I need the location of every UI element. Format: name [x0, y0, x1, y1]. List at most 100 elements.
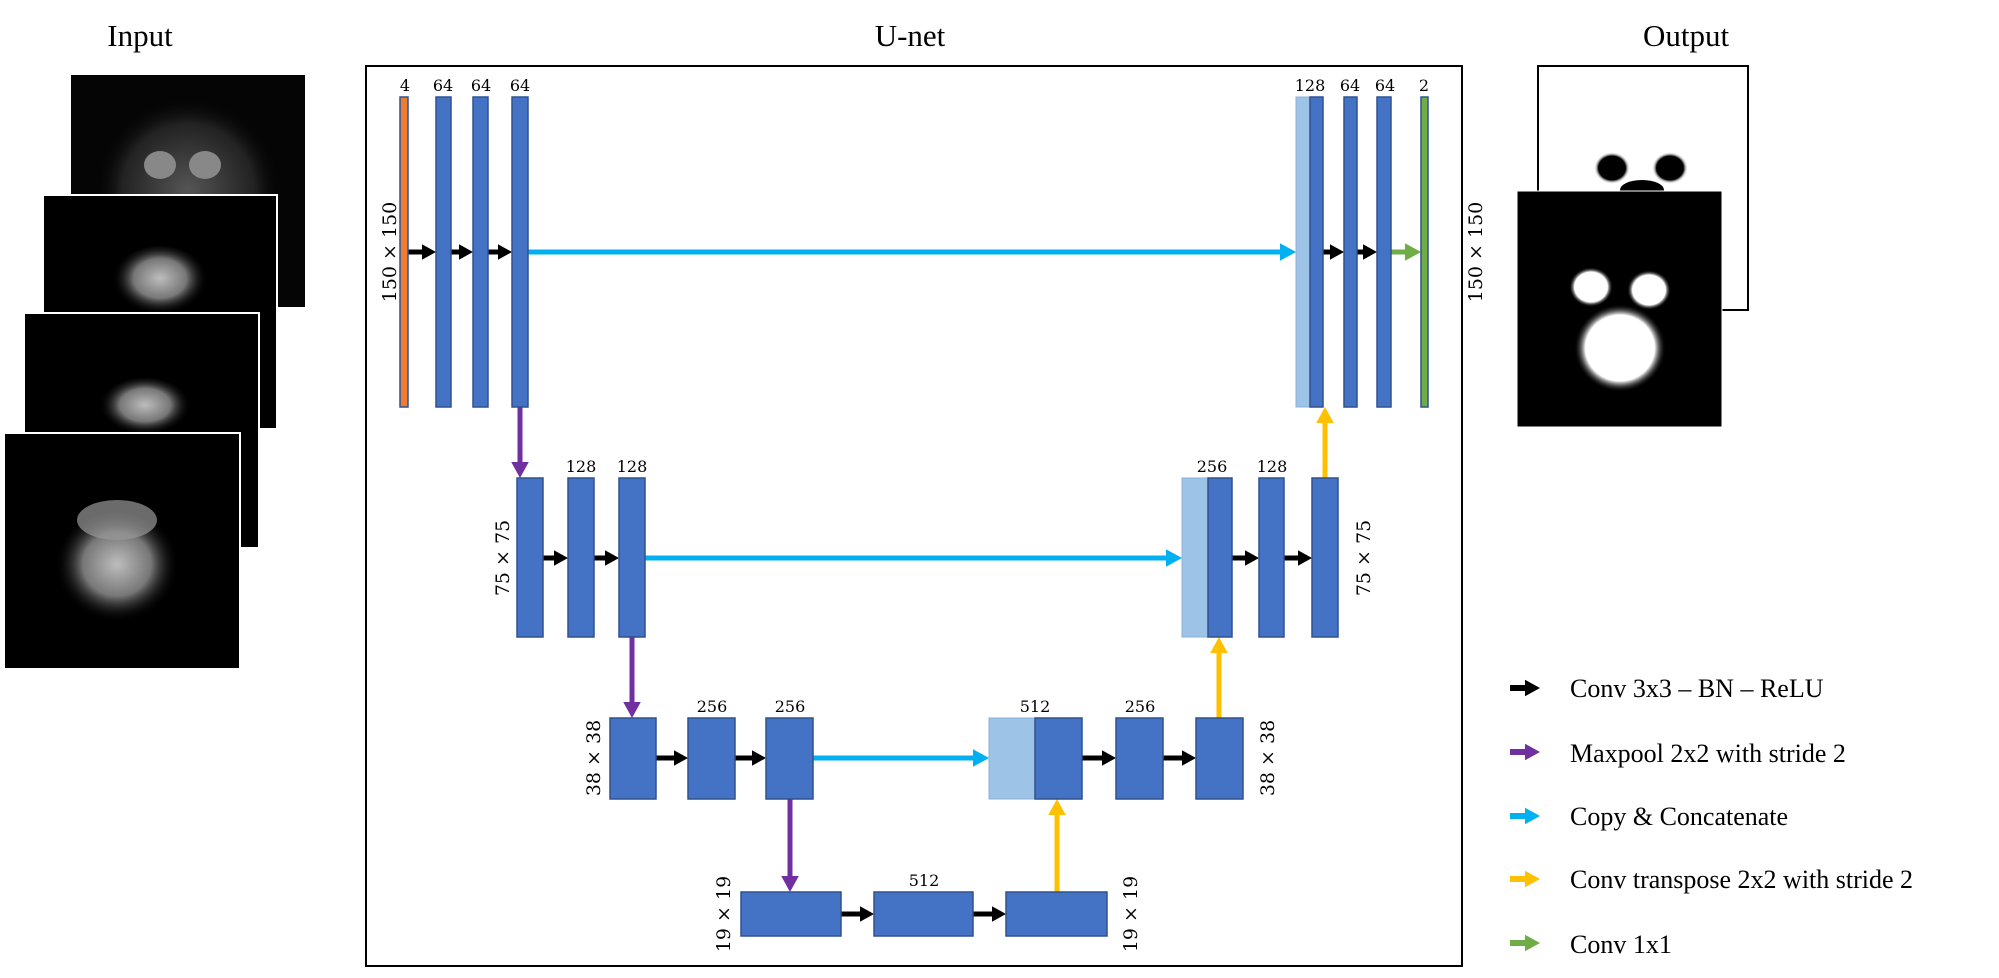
output-title: Output: [1643, 18, 1730, 53]
conv1x1-arrow: [1391, 243, 1421, 261]
maxpool-arrow: [781, 799, 799, 892]
channel-label: 64: [1375, 76, 1395, 95]
size-label: 75 × 75: [492, 520, 514, 596]
copied-feature-map: [1295, 96, 1311, 408]
size-label: 150 × 150: [1465, 202, 1487, 303]
feature-map: [765, 717, 814, 800]
conv-arrow: [973, 906, 1006, 922]
feature-map: [1034, 717, 1083, 800]
output-image-stack: [1516, 65, 1749, 428]
feature-map: [873, 891, 974, 937]
feature-map: [687, 717, 736, 800]
feature-map: [618, 477, 646, 638]
conv-arrow: [488, 244, 512, 260]
input-image-4: [3, 432, 241, 670]
conv-transpose-legend-arrow-icon: [1510, 870, 1540, 888]
conv-arrow: [1284, 550, 1312, 566]
channel-label: 256: [1125, 697, 1156, 716]
copied-feature-map: [988, 717, 1036, 800]
bottleneck: 512 19 × 19 19 × 19: [713, 871, 1142, 952]
feature-map: [1311, 477, 1339, 638]
size-label: 38 × 38: [1257, 720, 1279, 796]
level-1-decoder: 128 64 64 2 150 × 150: [1295, 76, 1487, 408]
conv-transpose-arrow: [1048, 799, 1066, 892]
legend-label-maxpool: Maxpool 2x2 with stride 2: [1570, 739, 1846, 768]
conv-arrow: [1357, 244, 1377, 260]
conv1x1-legend-arrow-icon: [1510, 934, 1540, 952]
conv-arrow: [735, 750, 766, 766]
conv-arrow: [451, 244, 473, 260]
feature-map: [1195, 717, 1244, 800]
level-2-encoder: 128 128 75 × 75: [492, 457, 648, 638]
maxpool-arrow: [623, 637, 641, 718]
level-3-decoder: 512 256 38 × 38: [988, 697, 1279, 800]
copy-legend-arrow-icon: [1510, 807, 1540, 825]
conv-arrow: [408, 244, 436, 260]
level-1-encoder: 4 64 64 64 150 × 150: [379, 76, 530, 408]
channel-label: 2: [1419, 76, 1429, 95]
size-label: 19 × 19: [713, 876, 735, 952]
level-2-decoder: 256 128 75 × 75: [1181, 457, 1375, 638]
unet-title: U-net: [875, 18, 946, 53]
feature-map: [1005, 891, 1108, 937]
input-feature-map: [399, 96, 409, 408]
channel-label: 256: [697, 697, 728, 716]
conv-arrow: [1323, 244, 1344, 260]
feature-map: [740, 891, 842, 937]
legend: Conv 3x3 – BN – ReLU Maxpool 2x2 with st…: [1510, 674, 1913, 959]
conv-arrow: [656, 750, 688, 766]
feature-map: [609, 717, 657, 800]
feature-map: [1343, 96, 1358, 408]
copy-arrow: [528, 243, 1296, 261]
arrows: [408, 243, 1421, 922]
conv-arrow: [543, 550, 568, 566]
conv-arrow: [841, 906, 874, 922]
maxpool-legend-arrow-icon: [1510, 743, 1540, 761]
channel-label: 64: [471, 76, 491, 95]
channel-label: 128: [1257, 457, 1288, 476]
maxpool-arrow: [511, 407, 529, 478]
channel-label: 128: [617, 457, 648, 476]
copied-feature-map: [1181, 477, 1209, 638]
size-label: 19 × 19: [1120, 876, 1142, 952]
channel-label: 64: [510, 76, 530, 95]
unet-frame: [365, 65, 1463, 967]
legend-label-conv1x1: Conv 1x1: [1570, 930, 1672, 959]
feature-map: [516, 477, 544, 638]
copy-arrow: [813, 749, 989, 767]
output-feature-map: [1420, 96, 1429, 408]
feature-map: [1309, 96, 1324, 408]
feature-map: [435, 96, 452, 408]
feature-map: [1376, 96, 1392, 408]
channel-label: 512: [909, 871, 940, 890]
feature-map: [1207, 477, 1233, 638]
conv-transpose-arrow: [1210, 637, 1228, 718]
copy-arrow: [645, 549, 1182, 567]
channel-label: 64: [433, 76, 453, 95]
channel-label: 4: [400, 76, 410, 95]
feature-map: [511, 96, 529, 408]
feature-map: [567, 477, 595, 638]
conv-arrow: [1163, 750, 1196, 766]
size-label: 38 × 38: [583, 720, 605, 796]
size-label: 150 × 150: [379, 202, 401, 303]
channel-label: 128: [566, 457, 597, 476]
legend-label-copy: Copy & Concatenate: [1570, 802, 1788, 831]
conv-arrow: [1232, 550, 1259, 566]
legend-label-conv: Conv 3x3 – BN – ReLU: [1570, 674, 1824, 703]
channel-label: 128: [1295, 76, 1326, 95]
legend-label-conv-transpose: Conv transpose 2x2 with stride 2: [1570, 865, 1913, 894]
feature-map: [1115, 717, 1164, 800]
input-image-stack: [3, 73, 307, 670]
conv-legend-arrow-icon: [1510, 679, 1540, 697]
feature-map: [472, 96, 489, 408]
channel-label: 512: [1020, 697, 1051, 716]
output-image-front: [1516, 190, 1723, 428]
channel-label: 256: [1197, 457, 1228, 476]
level-3-encoder: 256 256 38 × 38: [583, 697, 814, 800]
channel-label: 256: [775, 697, 806, 716]
channel-label: 64: [1340, 76, 1360, 95]
conv-arrow: [1082, 750, 1116, 766]
feature-map: [1258, 477, 1285, 638]
